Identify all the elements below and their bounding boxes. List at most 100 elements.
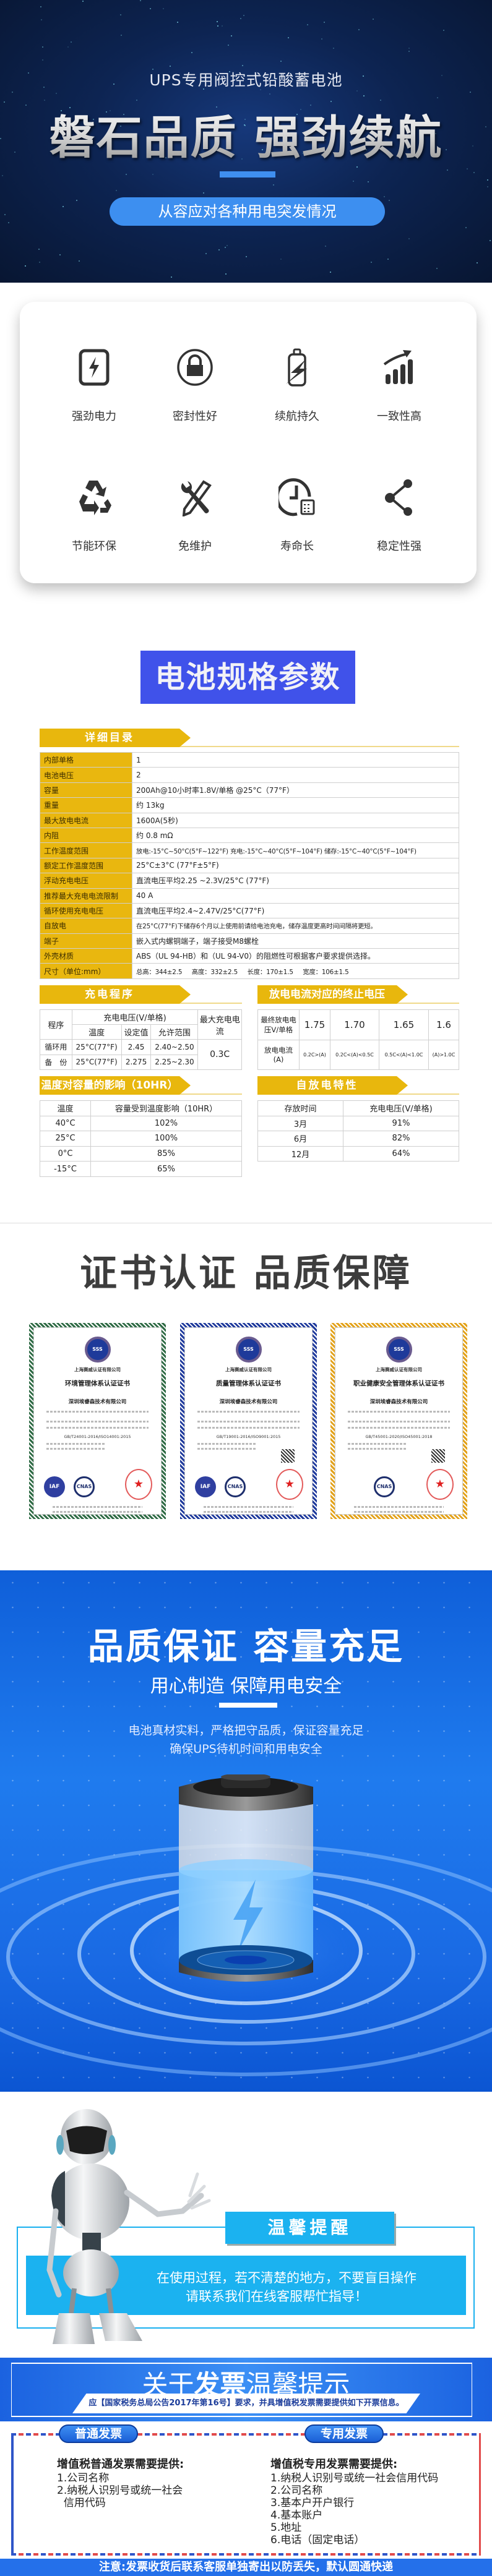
- star: [39, 262, 41, 263]
- star: [222, 25, 223, 27]
- cert-issuer: 上海赛威认证有限公司: [225, 1367, 272, 1372]
- star: [43, 86, 45, 88]
- spec-value: ABS（UL 94-HB）和（UL 94-V0）的阻燃性可根据客户要求提供选择。: [132, 948, 459, 964]
- invoice-airmail-box: [11, 2433, 481, 2556]
- hero-divider: [220, 171, 275, 178]
- star: [191, 52, 193, 54]
- star: [269, 93, 270, 95]
- star: [245, 256, 247, 258]
- recycle-icon: [79, 481, 111, 515]
- spec-label: 工作温度范围: [40, 842, 132, 858]
- normal-invoice-heading: 增值税普通发票需要提供:: [57, 2458, 184, 2471]
- header-cell: 允许范围: [150, 1024, 199, 1040]
- spec-label: 外壳材质: [40, 948, 132, 964]
- table-row: 内部单格 1: [40, 751, 459, 768]
- star: [24, 265, 26, 267]
- table-row: 40°C 102%: [40, 1115, 242, 1132]
- table-cell: 0.5C<(A)<1.0C: [379, 1039, 429, 1070]
- star: [307, 24, 309, 26]
- header-cell: 放电电流(A): [257, 1039, 300, 1070]
- star: [176, 22, 178, 24]
- star: [387, 259, 389, 260]
- tip-title: 温馨提醒: [225, 2212, 394, 2244]
- cert-company: 深圳埃睿森技术有限公司: [369, 1399, 428, 1405]
- spec-value: 直流电压平均2.4~2.47V/25°C(77°F): [132, 902, 459, 919]
- star: [226, 146, 228, 148]
- star: [76, 200, 77, 202]
- header-cell: 容量受到温度影响（10HR）: [90, 1100, 242, 1116]
- spec-value: 1: [132, 751, 459, 768]
- qr-code-icon: [431, 1449, 445, 1463]
- star: [244, 118, 246, 120]
- star: [40, 19, 42, 21]
- star: [408, 48, 410, 49]
- star: [202, 80, 204, 82]
- cert-name: 环境管理体系认证证书: [65, 1380, 130, 1387]
- table-row: 内阻约 0.8 mΩ: [40, 827, 459, 844]
- table-row: 容量 200Ah@10小时率1.8V/单格 @25°C（77°F）: [40, 782, 459, 798]
- tools-icon: [181, 480, 212, 516]
- invoice-header-frame: [11, 2363, 472, 2417]
- robot-illustration: [46, 2109, 211, 2344]
- table-row: 最大放电电流 1600A(5秒): [40, 812, 459, 828]
- header-cell: 最大充电电流: [197, 1009, 242, 1040]
- cert-standard: GB/T24001-2016/ISO14001:2015: [64, 1434, 131, 1439]
- star: [372, 19, 374, 20]
- star: [365, 148, 367, 150]
- star: [216, 106, 218, 108]
- star: [55, 92, 57, 94]
- feature-item: 续航持久: [260, 348, 334, 424]
- invoice-footer-note: 注意:发票收货后联系客服单独寄出以防丢失，默认圆通快递: [0, 2559, 492, 2576]
- header-cell: 温度: [40, 1100, 91, 1116]
- star: [330, 272, 332, 273]
- battery-charge-icon: [286, 348, 307, 387]
- spec-label: 端子: [40, 933, 132, 949]
- table-row: 外壳材质 ABS（UL 94-HB）和（UL 94-V0）的阻燃性可根据客户要求提…: [40, 948, 459, 964]
- spec-label: 电池电压: [40, 767, 132, 783]
- star: [115, 190, 117, 192]
- table-row: 端子 嵌入式内螺铜端子，端子接受M8螺栓: [40, 933, 459, 949]
- hero-pill: 从容应对各种用电突发情况: [110, 197, 385, 226]
- star: [119, 125, 121, 127]
- feature-label: 稳定性强: [377, 540, 421, 553]
- table-cell: 2.40~2.50: [150, 1039, 199, 1055]
- star: [78, 260, 80, 262]
- table-row: 12月 64%: [257, 1145, 459, 1162]
- specs-title: 电池规格参数: [140, 651, 355, 704]
- star: [44, 100, 46, 101]
- qr-code-icon: [281, 1449, 295, 1463]
- feature-label: 密封性好: [173, 410, 217, 423]
- star: [59, 126, 61, 127]
- star: [59, 254, 61, 255]
- self-discharge-table: 存放时间 充电电压(V/单格) 3月 91% 6月 82% 12月 64%: [257, 1100, 459, 1162]
- star: [202, 88, 204, 90]
- table-cell: 25°C: [40, 1131, 91, 1147]
- header-cell: 充电电压(V/单格): [71, 1009, 199, 1025]
- invoice-notice: 应【国家税务总局公告2017年第16号】要求，并具增值税发票需要提供如下开票信息…: [88, 2398, 404, 2408]
- star: [487, 179, 488, 181]
- star: [0, 137, 2, 139]
- certificate-image: SSS 上海赛威认证有限公司 环境管理体系认证证书 深圳埃睿森技术有限公司 GB/T24…: [29, 1323, 166, 1519]
- star: [162, 7, 164, 9]
- cnas-logo-icon: CNAS: [374, 1476, 395, 1497]
- star: [25, 104, 27, 106]
- table-row: 推荐最大充电电流限制 40 A: [40, 888, 459, 904]
- star: [152, 68, 153, 70]
- feature-item: 免维护: [158, 478, 232, 554]
- feature-label: 一致性高: [377, 410, 421, 423]
- detail-spec-table: 内部单格 1 电池电压 2 容量 200Ah@10小时率1.8V/单格 @25°C（77°…: [40, 751, 459, 979]
- table-row: 25°C 100%: [40, 1131, 242, 1147]
- table-row: 0°C 85%: [40, 1145, 242, 1162]
- cnas-logo-icon: CNAS: [74, 1476, 95, 1497]
- star: [441, 74, 442, 76]
- star: [333, 48, 335, 49]
- table-cell: 1.70: [330, 1009, 379, 1040]
- table-header-row: 存放时间 充电电压(V/单格): [257, 1100, 459, 1116]
- star: [126, 174, 127, 176]
- star: [356, 90, 358, 92]
- star: [446, 169, 448, 171]
- spec-label: 推荐最大充电电流限制: [40, 888, 132, 904]
- star: [217, 25, 218, 27]
- feature-item: 强劲电力: [57, 348, 131, 424]
- star: [40, 6, 42, 7]
